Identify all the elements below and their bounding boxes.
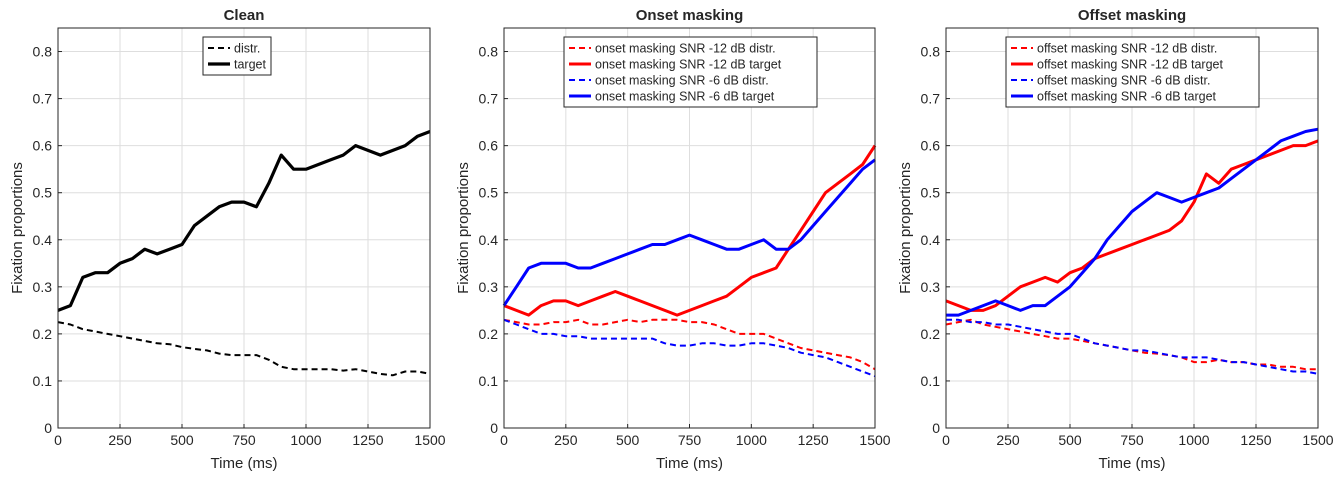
chart-title: Clean bbox=[224, 7, 265, 24]
y-tick-label: 0.6 bbox=[33, 138, 53, 154]
legend-label: onset masking SNR -12 dB target bbox=[595, 58, 782, 72]
y-tick-label: 0.2 bbox=[479, 326, 499, 342]
x-tick-label: 1500 bbox=[859, 432, 890, 448]
chart-title: Offset masking bbox=[1078, 7, 1186, 24]
legend-label: onset masking SNR -6 dB target bbox=[595, 90, 775, 104]
y-axis-label: Fixation proportions bbox=[9, 162, 26, 294]
series-line-1 bbox=[57, 321, 431, 377]
x-tick-label: 250 bbox=[554, 432, 578, 448]
x-tick-label: 1000 bbox=[1178, 432, 1209, 448]
x-tick-label: 500 bbox=[1058, 432, 1082, 448]
legend: offset masking SNR -12 dB distr. offset m… bbox=[1005, 36, 1260, 108]
y-tick-label: 0.7 bbox=[921, 91, 941, 107]
x-tick-label: 0 bbox=[942, 432, 950, 448]
series-line-2 bbox=[57, 130, 431, 312]
y-tick-label: 0.5 bbox=[479, 185, 499, 201]
y-tick-label: 0.5 bbox=[33, 185, 53, 201]
legend: distr. target bbox=[202, 36, 272, 76]
y-tick-label: 0 bbox=[44, 420, 52, 436]
legend-label: distr. bbox=[234, 42, 260, 56]
y-tick-label: 0.8 bbox=[921, 44, 941, 60]
y-tick-label: 0 bbox=[490, 420, 498, 436]
series-line-3 bbox=[503, 318, 876, 378]
series-line-4 bbox=[946, 127, 1319, 317]
chart-title: Onset masking bbox=[636, 7, 744, 24]
legend-box bbox=[202, 36, 272, 76]
legend-label: offset masking SNR -6 dB distr. bbox=[1037, 74, 1210, 88]
y-tick-label: 0.8 bbox=[33, 44, 53, 60]
x-tick-label: 0 bbox=[500, 432, 508, 448]
x-tick-label: 1250 bbox=[1240, 432, 1271, 448]
x-tick-label: 250 bbox=[108, 432, 132, 448]
series-line-1 bbox=[503, 318, 876, 371]
x-tick-label: 1000 bbox=[736, 432, 767, 448]
y-tick-label: 0.7 bbox=[33, 91, 53, 107]
legend-label: onset masking SNR -6 dB distr. bbox=[595, 74, 769, 88]
y-tick-label: 0.7 bbox=[479, 91, 499, 107]
y-tick-label: 0.4 bbox=[33, 232, 53, 248]
x-axis-label: Time (ms) bbox=[211, 455, 278, 472]
x-tick-label: 1500 bbox=[414, 432, 445, 448]
x-tick-label: 1250 bbox=[352, 432, 383, 448]
x-axis-label: Time (ms) bbox=[656, 455, 723, 472]
x-tick-label: 1500 bbox=[1302, 432, 1333, 448]
x-tick-label: 750 bbox=[1120, 432, 1144, 448]
legend-label: onset masking SNR -12 dB distr. bbox=[595, 42, 776, 56]
x-tick-label: 750 bbox=[232, 432, 256, 448]
y-tick-label: 0.1 bbox=[479, 373, 499, 389]
x-tick-label: 1000 bbox=[290, 432, 321, 448]
y-tick-label: 0.8 bbox=[479, 44, 499, 60]
legend-label: offset masking SNR -12 dB target bbox=[1037, 58, 1223, 72]
y-tick-label: 0.4 bbox=[479, 232, 499, 248]
y-tick-label: 0.3 bbox=[921, 279, 941, 295]
legend: onset masking SNR -12 dB distr. onset mas… bbox=[563, 36, 818, 108]
series-line-2 bbox=[503, 144, 877, 317]
y-axis-label: Fixation proportions bbox=[455, 162, 472, 294]
x-tick-label: 250 bbox=[996, 432, 1020, 448]
legend-label: target bbox=[234, 58, 266, 72]
y-tick-label: 0.6 bbox=[921, 138, 941, 154]
y-tick-label: 0.3 bbox=[479, 279, 499, 295]
y-tick-label: 0.3 bbox=[33, 279, 53, 295]
chart-panel-1: 0 250 500 750 1000 1250 1500 0 0.1 0.2 0.3 0.4 0.5 0.… bbox=[9, 7, 446, 472]
series-line-4 bbox=[502, 158, 876, 307]
legend-label: offset masking SNR -6 dB target bbox=[1037, 90, 1217, 104]
y-tick-label: 0.4 bbox=[921, 232, 941, 248]
series-line-3 bbox=[946, 318, 1319, 375]
y-tick-label: 0.6 bbox=[479, 138, 499, 154]
y-tick-label: 0.1 bbox=[33, 373, 53, 389]
y-tick-label: 0.1 bbox=[921, 373, 941, 389]
y-tick-label: 0.2 bbox=[33, 326, 53, 342]
x-tick-label: 500 bbox=[170, 432, 194, 448]
x-tick-label: 0 bbox=[54, 432, 62, 448]
x-tick-label: 750 bbox=[678, 432, 702, 448]
chart-panel-3: 0 250 500 750 1000 1250 1500 0 0.1 0.2 0.3 0.4 0.5 0.… bbox=[897, 7, 1334, 472]
x-axis-label: Time (ms) bbox=[1099, 455, 1166, 472]
y-tick-label: 0.2 bbox=[921, 326, 941, 342]
legend-box bbox=[563, 36, 818, 108]
x-tick-label: 1250 bbox=[798, 432, 829, 448]
y-tick-label: 0.5 bbox=[921, 185, 941, 201]
y-tick-label: 0 bbox=[932, 420, 940, 436]
x-tick-label: 500 bbox=[616, 432, 640, 448]
legend-label: offset masking SNR -12 dB distr. bbox=[1037, 42, 1217, 56]
chart-panel-2: 0 250 500 750 1000 1250 1500 0 0.1 0.2 0.3 0.4 0.5 0.… bbox=[455, 7, 891, 472]
legend-box bbox=[1005, 36, 1260, 108]
y-axis-label: Fixation proportions bbox=[897, 162, 914, 294]
